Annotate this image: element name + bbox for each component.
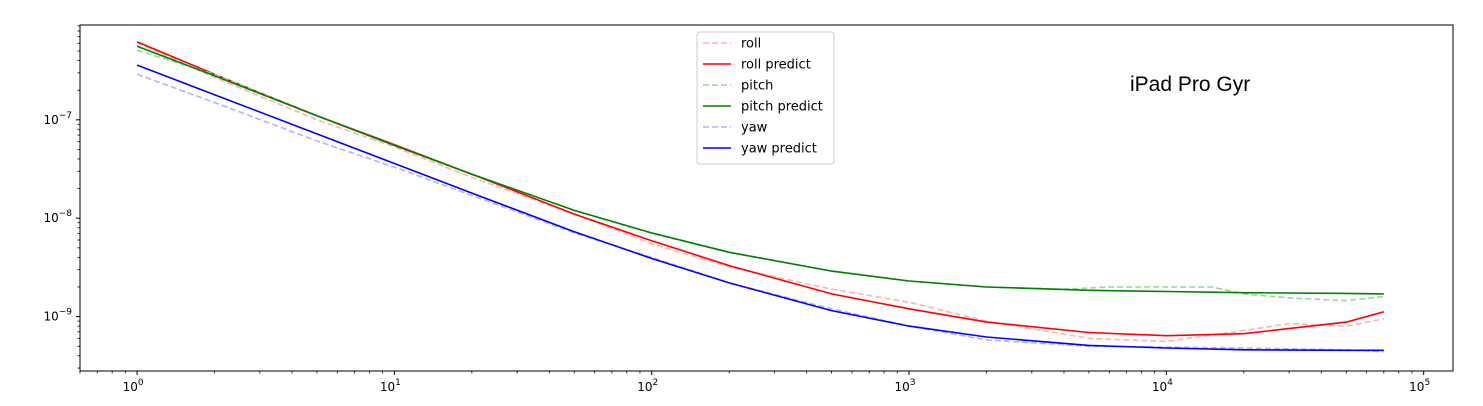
series-lines [136,41,1385,353]
legend: roll roll predict pitch pitch predict yaw yaw… [696,31,835,165]
y-tick-label: 10−8 [43,209,72,225]
legend-label: roll [741,37,761,52]
annotation-text: iPad Pro Gyr [1130,73,1250,96]
x-tick-label: 105 [1409,378,1430,394]
x-tick-label: 103 [895,378,916,394]
series-line-roll [136,41,1384,343]
legend-label: pitch predict [741,100,823,115]
x-tick-label: 100 [123,378,144,394]
axis-ticks: 100 101 102 103 104 105 10−7 10−8 10−9 [43,25,1430,394]
y-tick-label: 10−7 [43,111,72,127]
legend-label: pitch [741,79,773,94]
series-line-pitch-predict [136,45,1384,295]
x-tick-label: 104 [1152,378,1173,394]
x-tick-label: 101 [380,378,401,394]
legend-label: yaw predict [741,142,817,157]
x-tick-label: 102 [637,378,658,394]
plot-frame [79,24,1454,372]
legend-label: yaw [741,121,768,136]
y-tick-label: 10−9 [43,308,72,324]
legend-box [696,31,835,165]
series-line-yaw [136,73,1384,353]
series-line-yaw-predict [136,64,1384,352]
legend-label: roll predict [741,58,811,73]
